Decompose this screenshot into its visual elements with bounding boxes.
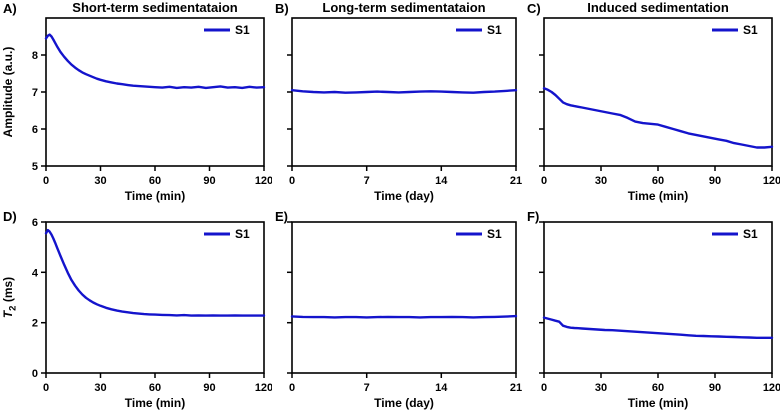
chart-svg: Short-term sedimentataion A) 0 30 60 90 120 5 6 7… (1, 0, 272, 203)
x-axis-label: Time (day) (374, 396, 434, 410)
x-tick-label: 120 (763, 175, 780, 187)
chart-title: Long-term sedimentataion (322, 0, 485, 15)
panel-f: F) 0 30 60 90 120 S1 Time (min) (524, 208, 780, 417)
x-tick-label: 90 (709, 382, 721, 394)
data-line-s1 (542, 87, 774, 149)
data-line-s1 (542, 316, 774, 340)
y-axis-label: T2 (ms) (1, 277, 19, 318)
x-tick-label: 21 (510, 382, 522, 394)
y-tick-label: 7 (32, 87, 38, 99)
y-tick-label: 8 (32, 50, 38, 62)
legend-label: S1 (487, 227, 502, 241)
y-tick-label: 0 (32, 368, 38, 380)
x-tick-label: 14 (435, 382, 448, 394)
chart-svg: Long-term sedimentataion B) 0 7 14 21 S1 Time (… (275, 0, 522, 203)
x-tick-label: 7 (364, 382, 370, 394)
legend-label: S1 (743, 227, 758, 241)
data-line-s1 (290, 88, 518, 94)
legend-label: S1 (235, 227, 250, 241)
panel-a: Short-term sedimentataion A) 0 30 60 90 120 5 6 7… (0, 0, 272, 208)
x-tick-label: 30 (94, 175, 106, 187)
x-axis-label: Time (day) (374, 189, 434, 203)
chart-title: Induced sedimentation (587, 0, 729, 15)
x-tick-label: 90 (203, 382, 215, 394)
x-tick-label: 30 (94, 382, 106, 394)
x-tick-label: 7 (364, 175, 370, 187)
x-tick-label: 60 (149, 175, 161, 187)
chart-title: Short-term sedimentataion (72, 0, 237, 15)
y-tick-label: 6 (32, 217, 38, 229)
panel-b: Long-term sedimentataion B) 0 7 14 21 S1 Time (… (272, 0, 524, 208)
x-tick-label: 0 (541, 382, 547, 394)
panel-e: E) 0 7 14 21 S1 Time (day) (272, 208, 524, 417)
x-tick-label: 0 (289, 175, 295, 187)
y-tick-label: 2 (32, 318, 38, 330)
legend-label: S1 (487, 23, 502, 37)
chart-svg: E) 0 7 14 21 S1 Time (day) (275, 209, 522, 410)
legend-label: S1 (235, 23, 250, 37)
chart-svg: D) 0 30 60 90 120 0 2 4 6 S1 Time (min) T2 (ms) (1, 209, 272, 410)
panel-d: D) 0 30 60 90 120 0 2 4 6 S1 Time (min) T2 (ms) (0, 208, 272, 417)
plot-frame (291, 221, 517, 374)
x-axis-label: Time (min) (628, 396, 688, 410)
x-tick-label: 14 (435, 175, 448, 187)
x-tick-label: 90 (203, 175, 215, 187)
x-tick-label: 0 (43, 382, 49, 394)
x-axis-label: Time (min) (125, 396, 185, 410)
panel-label: C) (527, 1, 541, 16)
x-tick-label: 21 (510, 175, 522, 187)
panel-label: E) (275, 209, 288, 224)
y-tick-label: 6 (32, 124, 38, 136)
y-tick-label: 4 (32, 267, 39, 279)
x-axis-label: Time (min) (125, 189, 185, 203)
data-line-s1 (44, 228, 266, 317)
legend-label: S1 (743, 23, 758, 37)
panel-label: D) (3, 209, 17, 224)
x-axis-label: Time (min) (628, 189, 688, 203)
plot-frame (543, 221, 773, 374)
x-tick-label: 30 (595, 175, 607, 187)
x-tick-label: 60 (149, 382, 161, 394)
x-tick-label: 0 (541, 175, 547, 187)
panel-label: F) (527, 209, 539, 224)
plot-frame (45, 17, 265, 167)
plot-frame (543, 17, 773, 167)
x-tick-label: 30 (595, 382, 607, 394)
data-line-s1 (44, 33, 266, 90)
x-tick-label: 60 (652, 382, 664, 394)
y-axis-label: Amplitude (a.u.) (1, 47, 15, 138)
y-tick-label: 5 (32, 161, 38, 173)
data-line-s1 (290, 314, 518, 319)
x-tick-label: 90 (709, 175, 721, 187)
panel-label: A) (3, 1, 17, 16)
x-tick-label: 120 (255, 382, 272, 394)
plot-frame (291, 17, 517, 167)
panel-label: B) (275, 1, 289, 16)
x-tick-label: 0 (43, 175, 49, 187)
plot-frame (45, 221, 265, 374)
x-tick-label: 120 (763, 382, 780, 394)
x-tick-label: 120 (255, 175, 272, 187)
chart-svg: F) 0 30 60 90 120 S1 Time (min) (527, 209, 780, 410)
panel-c: Induced sedimentation C) 0 30 60 90 120 S1 Time … (524, 0, 780, 208)
x-tick-label: 60 (652, 175, 664, 187)
chart-svg: Induced sedimentation C) 0 30 60 90 120 S1 Time … (527, 0, 780, 203)
x-tick-label: 0 (289, 382, 295, 394)
